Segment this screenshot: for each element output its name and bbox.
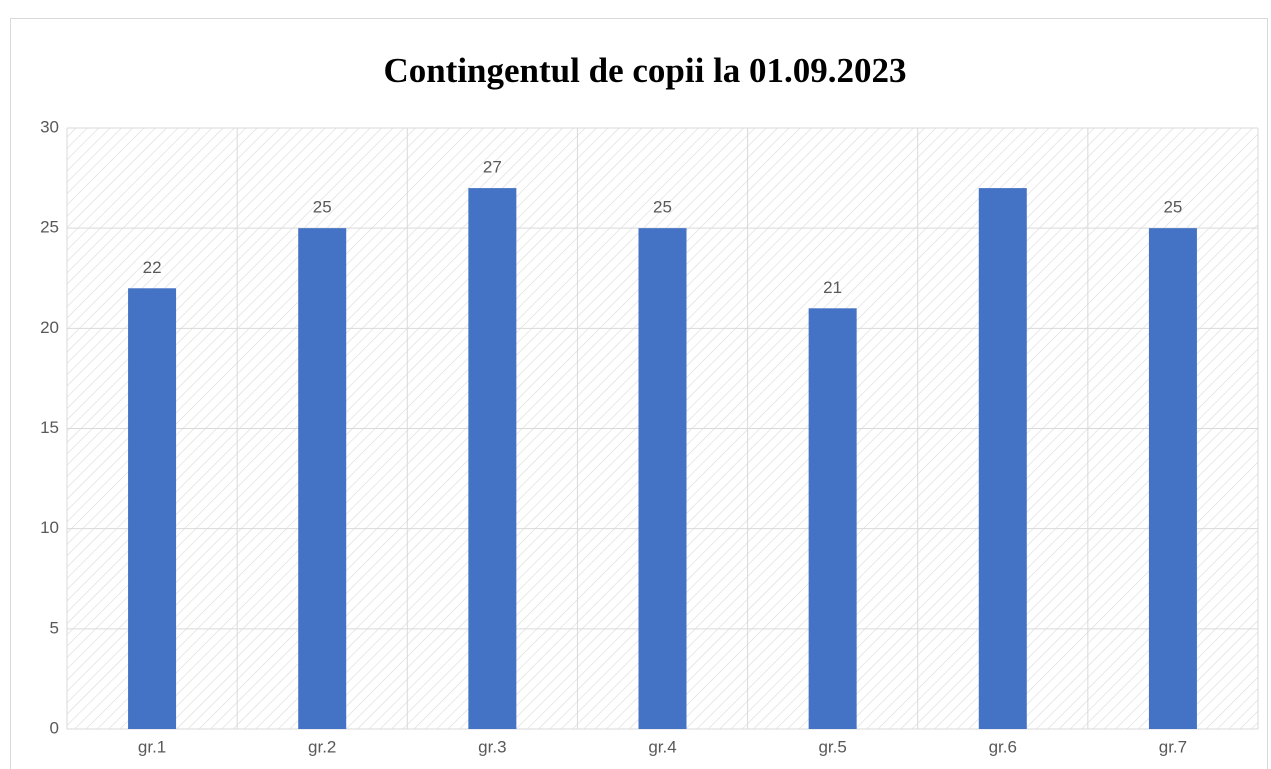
x-tick-label: gr.3	[478, 737, 506, 756]
data-label: 25	[1163, 198, 1182, 217]
bar	[638, 228, 687, 729]
x-tick-label: gr.6	[989, 737, 1017, 756]
bar	[298, 228, 347, 729]
y-tick-label: 5	[50, 618, 59, 637]
x-tick-label: gr.2	[308, 737, 336, 756]
bar	[978, 188, 1027, 730]
y-tick-label: 15	[40, 418, 59, 437]
bar	[808, 308, 857, 729]
data-label: 21	[823, 278, 842, 297]
bar	[1148, 228, 1197, 729]
bar	[468, 188, 517, 730]
chart-title: Contingentul de copii la 01.09.2023	[383, 51, 906, 90]
bar	[128, 288, 177, 729]
y-tick-label: 10	[40, 518, 59, 537]
data-label: 22	[143, 258, 162, 277]
data-label: 25	[653, 198, 672, 217]
y-tick-label: 25	[40, 218, 59, 237]
x-tick-label: gr.5	[818, 737, 846, 756]
data-label: 25	[313, 198, 332, 217]
x-tick-label: gr.1	[138, 737, 166, 756]
data-label: 27	[483, 158, 502, 177]
y-tick-label: 20	[40, 318, 59, 337]
x-tick-label: gr.7	[1159, 737, 1187, 756]
x-tick-label: gr.4	[648, 737, 676, 756]
y-tick-label: 0	[50, 718, 59, 737]
y-tick-label: 30	[40, 117, 59, 136]
